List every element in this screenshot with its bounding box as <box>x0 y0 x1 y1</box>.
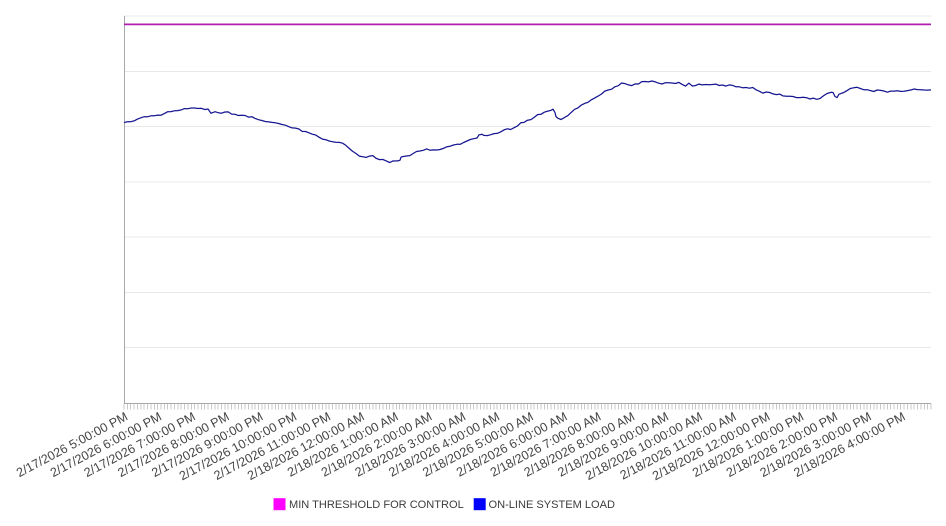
svg-text:ON-LINE SYSTEM LOAD: ON-LINE SYSTEM LOAD <box>489 499 615 511</box>
svg-text:MIN THRESHOLD FOR CONTROL: MIN THRESHOLD FOR CONTROL <box>289 499 464 511</box>
